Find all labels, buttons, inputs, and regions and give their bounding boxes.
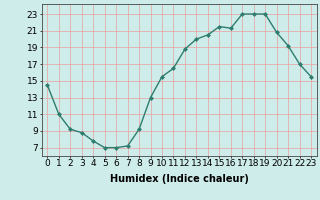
X-axis label: Humidex (Indice chaleur): Humidex (Indice chaleur) [110,174,249,184]
